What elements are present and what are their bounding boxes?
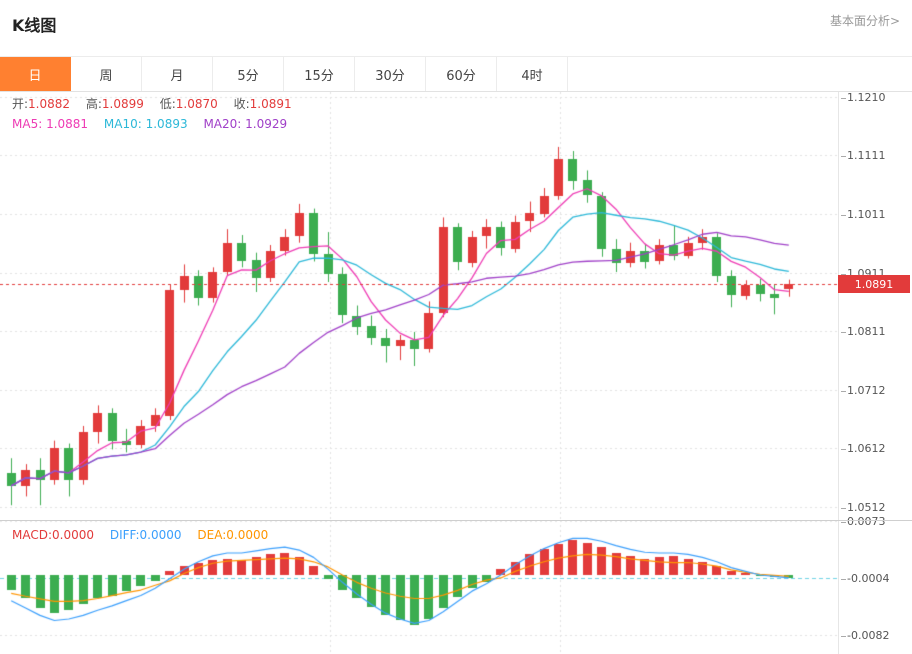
main-candlestick-canvas[interactable] [0, 92, 838, 520]
chart-area: 1.1210 1.1111 1.1011 1.0911 1.0811 1.0712 1.06… [0, 92, 912, 654]
macd-legend: MACD:0.0000 DIFF:0.0000 DEA:0.0000 [12, 528, 280, 542]
dea-label: DEA: [197, 528, 227, 542]
close-value: 1.0891 [249, 97, 292, 111]
price-axis-label: 1.1210 [841, 92, 886, 104]
close-label: 收: [233, 97, 250, 111]
panel-separator [0, 520, 912, 521]
price-axis-label: 1.0811 [841, 325, 886, 338]
ohlc-legend: 开:1.0882 高:1.0899 低:1.0870 收:1.0891 [12, 95, 304, 112]
open-label: 开: [12, 97, 29, 111]
macd-value: 0.0000 [52, 528, 95, 542]
high-value: 1.0899 [101, 97, 144, 111]
tab-month[interactable]: 月 [142, 57, 213, 91]
ma20-label: MA20: [203, 117, 242, 131]
diff-value: 0.0000 [139, 528, 182, 542]
tab-60min[interactable]: 60分 [426, 57, 497, 91]
open-value: 1.0882 [28, 97, 71, 111]
current-price-tag: 1.0891 [838, 275, 910, 293]
price-axis-line [838, 92, 839, 654]
price-axis-label: 1.1111 [841, 149, 886, 162]
ma10-value: 1.0893 [145, 117, 188, 131]
low-value: 1.0870 [175, 97, 218, 111]
dea-value: 0.0000 [226, 528, 269, 542]
low-label: 低: [159, 97, 176, 111]
price-axis-label: 1.0712 [841, 384, 886, 397]
ma10-label: MA10: [103, 117, 142, 131]
tab-day[interactable]: 日 [0, 57, 71, 91]
price-axis-label: 1.0512 [841, 501, 886, 514]
fundamental-analysis-link[interactable]: 基本面分析> [829, 14, 900, 28]
price-axis-label: -0.0082 [840, 629, 890, 642]
price-axis-label: 1.0612 [841, 442, 886, 455]
header: K线图 基本面分析> [0, 0, 912, 56]
price-axis-label: -0.0004 [840, 572, 890, 585]
macd-canvas[interactable] [0, 520, 838, 654]
ma-legend: MA5: 1.0881 MA10: 1.0893 MA20: 1.0929 [12, 117, 299, 131]
ma5-value: 1.0881 [46, 117, 89, 131]
tab-15min[interactable]: 15分 [284, 57, 355, 91]
tab-30min[interactable]: 30分 [355, 57, 426, 91]
ma20-value: 1.0929 [245, 117, 288, 131]
diff-label: DIFF: [109, 528, 140, 542]
timeframe-tabs: 日 周 月 5分 15分 30分 60分 4时 [0, 56, 912, 92]
tab-5min[interactable]: 5分 [213, 57, 284, 91]
high-label: 高: [85, 97, 102, 111]
price-axis-label: 0.0073 [841, 515, 886, 528]
tab-week[interactable]: 周 [71, 57, 142, 91]
tab-4hour[interactable]: 4时 [497, 57, 568, 91]
price-axis-label: 1.1011 [841, 208, 886, 221]
page-title: K线图 [12, 16, 57, 35]
macd-label: MACD: [12, 528, 53, 542]
ma5-label: MA5: [12, 117, 43, 131]
price-axis: 1.1210 1.1111 1.1011 1.0911 1.0811 1.0712 1.06… [839, 92, 912, 654]
